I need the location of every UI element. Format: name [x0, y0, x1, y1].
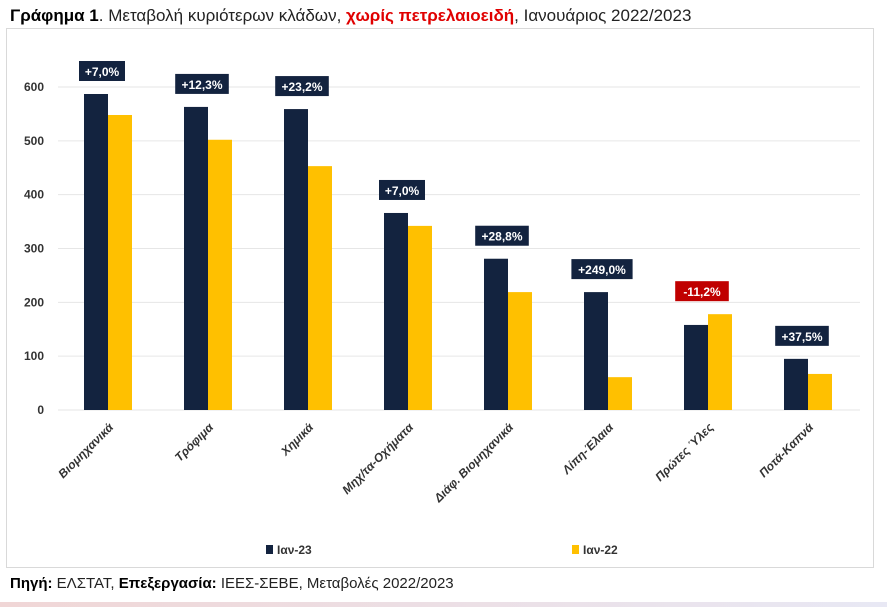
x-tick-label: Ποτά-Καπνά [756, 420, 816, 480]
x-tick-label: Μηχ/τα-Οχήματα [339, 420, 416, 497]
bar-ian23 [584, 292, 608, 410]
change-label-box [675, 281, 729, 302]
title-highlight: χωρίς πετρελαιοειδή [346, 6, 515, 25]
x-tick-label: Χημικά [277, 420, 316, 459]
change-label-box [475, 225, 529, 246]
chart-title: Γράφημα 1. Μεταβολή κυριότερων κλάδων, χ… [10, 6, 691, 26]
y-tick-label: 400 [24, 188, 44, 202]
y-tick-label: 0 [37, 403, 44, 417]
change-label: +23,2% [281, 80, 322, 94]
divider [0, 602, 887, 607]
bar-ian23 [484, 258, 508, 410]
title-text: . Μεταβολή κυριότερων κλάδων, [98, 6, 347, 25]
bar-ian22 [108, 114, 132, 410]
change-label: +12,3% [181, 78, 222, 92]
change-label-box [379, 179, 425, 200]
bar-ian22 [808, 373, 832, 410]
change-label-box [175, 73, 229, 94]
legend-label: Ιαν-22 [583, 543, 618, 557]
change-label: +249,0% [578, 263, 626, 277]
change-label-box [571, 259, 633, 280]
title-prefix: Γράφημα 1 [10, 6, 99, 25]
bar-ian23 [684, 324, 708, 410]
bar-ian22 [308, 166, 332, 410]
bar-ian23 [784, 358, 808, 410]
bar-ian22 [408, 225, 432, 410]
source-note: Πηγή: ΕΛΣΤΑΤ, Επεξεργασία: ΙΕΕΣ-ΣΕΒΕ, Με… [10, 575, 454, 592]
x-tick-label: Τρόφιμα [172, 420, 217, 465]
y-tick-label: 300 [24, 242, 44, 256]
change-label-box [775, 325, 829, 346]
change-label-box [79, 60, 125, 81]
bar-ian22 [208, 139, 232, 411]
bar-ian23 [284, 109, 308, 411]
x-tick-label: Λίπη-Έλαια [559, 420, 617, 478]
source-label: Πηγή: [10, 575, 53, 592]
processing-text: ΙΕΕΣ-ΣΕΒΕ, Μεταβολές 2022/2023 [216, 575, 454, 592]
bar-ian22 [508, 292, 532, 410]
bar-ian23 [384, 212, 408, 410]
legend-swatch [572, 545, 579, 554]
y-tick-label: 500 [24, 134, 44, 148]
bar-ian22 [708, 314, 732, 410]
x-tick-label: Πρώτες Ύλες [652, 420, 716, 484]
change-label: +7,0% [85, 65, 120, 79]
legend-swatch [266, 545, 273, 554]
x-tick-label: Διάφ. Βιομηχανικά [431, 420, 517, 506]
change-label-box [275, 76, 329, 97]
y-tick-label: 200 [24, 295, 44, 309]
x-tick-label: Βιομηχανικά [55, 420, 116, 481]
legend-label: Ιαν-23 [277, 543, 312, 557]
y-tick-label: 600 [24, 80, 44, 94]
title-text-end: , Ιανουάριος 2022/2023 [514, 6, 692, 25]
change-label: +7,0% [385, 184, 420, 198]
chart-frame [6, 28, 874, 568]
change-label: +28,8% [481, 230, 522, 244]
bar-ian22 [608, 377, 632, 410]
change-label: +37,5% [781, 330, 822, 344]
processing-label: Επεξεργασία: [118, 575, 217, 592]
bar-ian23 [84, 93, 108, 410]
source-text: ΕΛΣΤΑΤ, [52, 575, 119, 592]
y-tick-label: 100 [24, 349, 44, 363]
change-label: -11,2% [683, 285, 721, 299]
bar-ian23 [184, 106, 208, 410]
